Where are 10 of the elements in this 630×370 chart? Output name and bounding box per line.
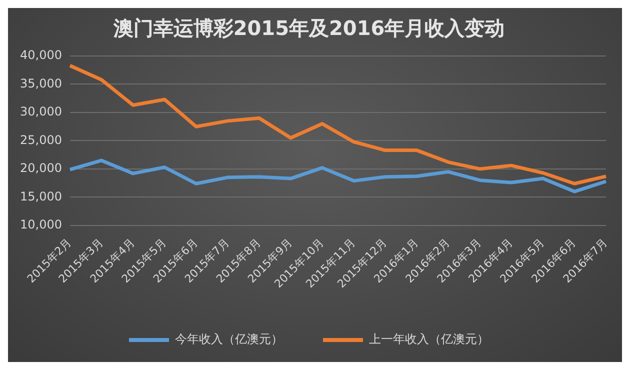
y-tick-label: 15,000 <box>20 189 62 204</box>
legend-label: 上一年收入（亿澳元） <box>369 332 489 346</box>
y-tick-label: 20,000 <box>20 161 62 176</box>
y-tick-label: 25,000 <box>20 132 62 147</box>
chart-title: 澳门幸运博彩2015年及2016年月收入变动 <box>112 16 505 40</box>
y-tick-label: 30,000 <box>20 104 62 119</box>
legend-label: 今年收入（亿澳元） <box>175 332 283 346</box>
y-tick-label: 35,000 <box>20 76 62 90</box>
y-tick-label: 10,000 <box>20 218 62 232</box>
y-tick-label: 40,000 <box>20 48 62 62</box>
